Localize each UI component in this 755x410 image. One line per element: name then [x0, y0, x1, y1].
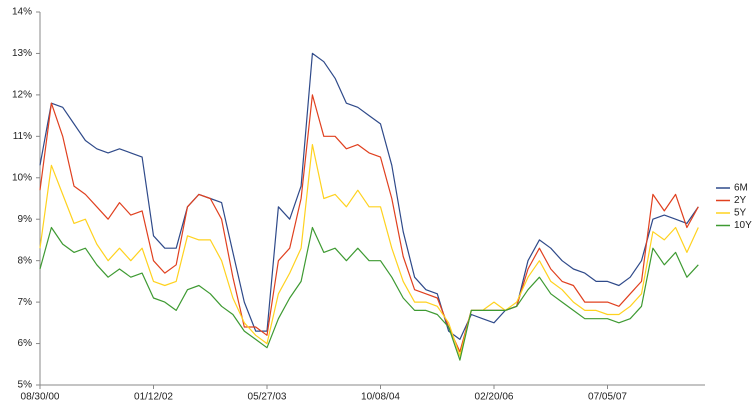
x-tick-label: 05/27/03	[248, 392, 287, 403]
series-line	[39, 226, 699, 361]
legend-label: 6M	[734, 183, 748, 194]
y-tick-label: 14%	[12, 7, 32, 18]
y-tick-label: 10%	[12, 172, 32, 183]
series-line	[39, 94, 699, 353]
x-tick-label: 10/08/04	[361, 392, 400, 403]
y-tick-label: 13%	[12, 48, 32, 59]
y-tick-label: 9%	[18, 214, 33, 225]
y-tick-label: 8%	[18, 255, 33, 266]
legend-label: 5Y	[734, 208, 747, 219]
x-tick-label: 07/05/07	[588, 392, 627, 403]
series-line	[39, 52, 699, 340]
y-tick-label: 6%	[18, 338, 33, 349]
x-tick-label: 01/12/02	[134, 392, 173, 403]
legend-label: 2Y	[734, 195, 747, 206]
y-tick-label: 5%	[18, 380, 33, 391]
legend-label: 10Y	[734, 220, 752, 231]
series-line	[39, 144, 699, 357]
y-tick-label: 7%	[18, 297, 33, 308]
x-tick-label: 08/30/00	[21, 392, 60, 403]
x-tick-label: 02/20/06	[475, 392, 514, 403]
y-tick-label: 12%	[12, 90, 32, 101]
y-tick-label: 11%	[13, 131, 32, 142]
